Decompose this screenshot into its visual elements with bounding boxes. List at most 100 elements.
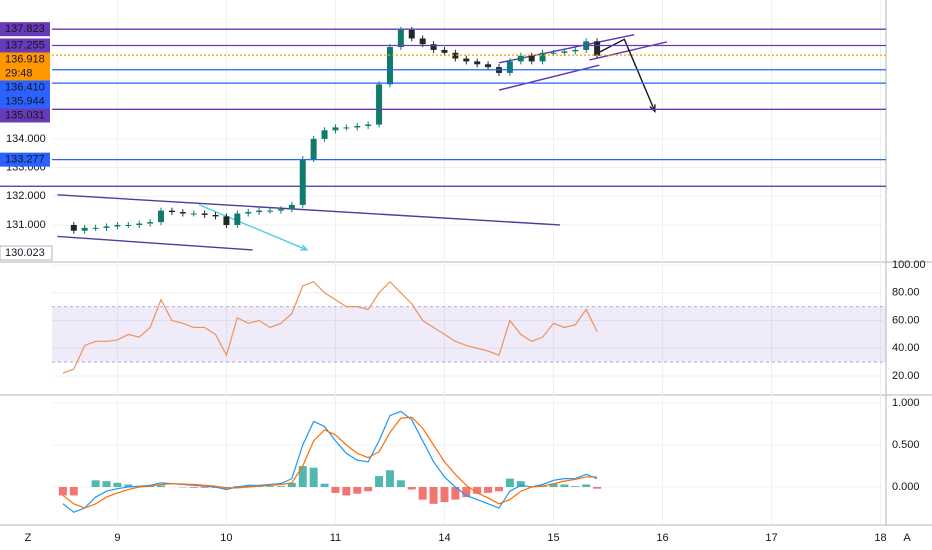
histogram-bar	[58, 487, 67, 496]
candle-body	[168, 210, 175, 213]
candle-body	[125, 224, 132, 226]
y-tick-label: 0.000	[892, 481, 920, 493]
candle-body	[234, 213, 241, 225]
trend-line	[596, 38, 656, 112]
histogram-bar	[298, 466, 307, 488]
candle-body	[463, 58, 470, 62]
low-marker-box	[0, 245, 53, 261]
histogram-bar	[353, 487, 362, 494]
histogram-bar	[593, 487, 602, 489]
histogram-bar	[560, 484, 569, 488]
histogram-bar	[375, 476, 384, 488]
candle-body	[267, 210, 274, 212]
histogram-bar	[505, 478, 514, 488]
x-tick-label: 14	[438, 532, 450, 544]
histogram-bar	[407, 487, 416, 490]
histogram-bar	[440, 487, 449, 503]
histogram-bar	[571, 486, 580, 488]
candle-body	[376, 84, 383, 125]
candle-body	[561, 51, 568, 53]
countdown-label: 29:48	[5, 67, 33, 79]
candle-body	[397, 29, 404, 48]
histogram-bar	[320, 483, 329, 488]
candle-body	[136, 223, 143, 225]
candle-body	[245, 212, 252, 214]
x-tick-label: 15	[547, 532, 559, 544]
candle-body	[310, 138, 317, 159]
histogram-bar	[266, 486, 275, 488]
histogram-bar	[102, 481, 111, 488]
histogram-bar	[385, 470, 394, 488]
candle-body	[419, 38, 426, 45]
candle-body	[158, 210, 165, 223]
candle-body	[474, 61, 481, 65]
histogram-bar	[157, 485, 166, 488]
histogram-bar	[287, 482, 296, 488]
x-tick-label: 10	[220, 532, 232, 544]
arrow-head	[649, 104, 656, 113]
histogram-bar	[189, 487, 198, 488]
candle-body	[332, 127, 339, 131]
candle-body	[114, 224, 121, 227]
candle-body	[550, 52, 557, 54]
candle-body	[190, 213, 197, 215]
histogram-bar	[396, 480, 405, 488]
indicator-line	[62, 416, 598, 509]
histogram-bar	[494, 487, 503, 492]
candle-body	[365, 124, 372, 126]
candle-body	[288, 204, 295, 210]
histogram-bar	[124, 484, 133, 488]
y-tick-label: 100.00	[892, 259, 926, 271]
rsi-band	[52, 306, 886, 363]
histogram-bar	[473, 487, 482, 494]
price-label: 133.277	[5, 154, 45, 166]
button[interactable]: A	[903, 532, 911, 544]
candle-body	[354, 125, 361, 128]
candle-body	[201, 213, 208, 215]
price-label: 135.944	[5, 95, 45, 107]
arrow-head	[300, 244, 309, 251]
price-label-box	[0, 108, 50, 123]
candle-body	[92, 227, 99, 229]
price-label: 136.410	[5, 81, 45, 93]
histogram-bar	[516, 481, 525, 488]
candle-body	[386, 47, 393, 85]
candle-body	[321, 130, 328, 139]
button[interactable]: Z	[25, 532, 32, 544]
candle-body	[539, 52, 546, 62]
price-label: 135.031	[5, 109, 45, 121]
candle-body	[517, 55, 524, 62]
candle-body	[441, 49, 448, 53]
histogram-bar	[91, 480, 100, 488]
histogram-bar	[69, 487, 78, 496]
y-tick-label: 80.00	[892, 287, 920, 299]
price-label-box	[0, 94, 50, 109]
trend-line	[57, 194, 561, 226]
price-label-box	[0, 152, 50, 167]
price-label: 137.255	[5, 39, 45, 51]
countdown-box	[0, 66, 50, 81]
grid-layer	[52, 0, 886, 525]
x-tick-label: 17	[765, 532, 777, 544]
y-tick-label: 134.000	[6, 133, 46, 145]
histogram-bar	[364, 487, 373, 492]
candle-body	[103, 226, 110, 228]
x-tick-label: 18	[874, 532, 886, 544]
histogram-bar	[342, 487, 351, 496]
histogram-bar	[244, 485, 253, 488]
price-label: 136.918	[5, 53, 45, 65]
histogram-bar	[549, 483, 558, 488]
histogram-bar	[418, 487, 427, 500]
histogram-bar	[451, 487, 460, 500]
trend-line	[57, 235, 253, 251]
y-tick-label: 0.500	[892, 439, 920, 451]
low-marker-label: 130.023	[5, 247, 45, 259]
candle-body	[223, 216, 230, 225]
candle-body	[212, 214, 219, 217]
histogram-bar	[462, 487, 471, 498]
y-tick-label: 60.00	[892, 314, 920, 326]
price-label-box	[0, 22, 50, 37]
candle-body	[452, 52, 459, 59]
indicator-line	[62, 410, 598, 513]
price-label-box	[0, 52, 50, 67]
